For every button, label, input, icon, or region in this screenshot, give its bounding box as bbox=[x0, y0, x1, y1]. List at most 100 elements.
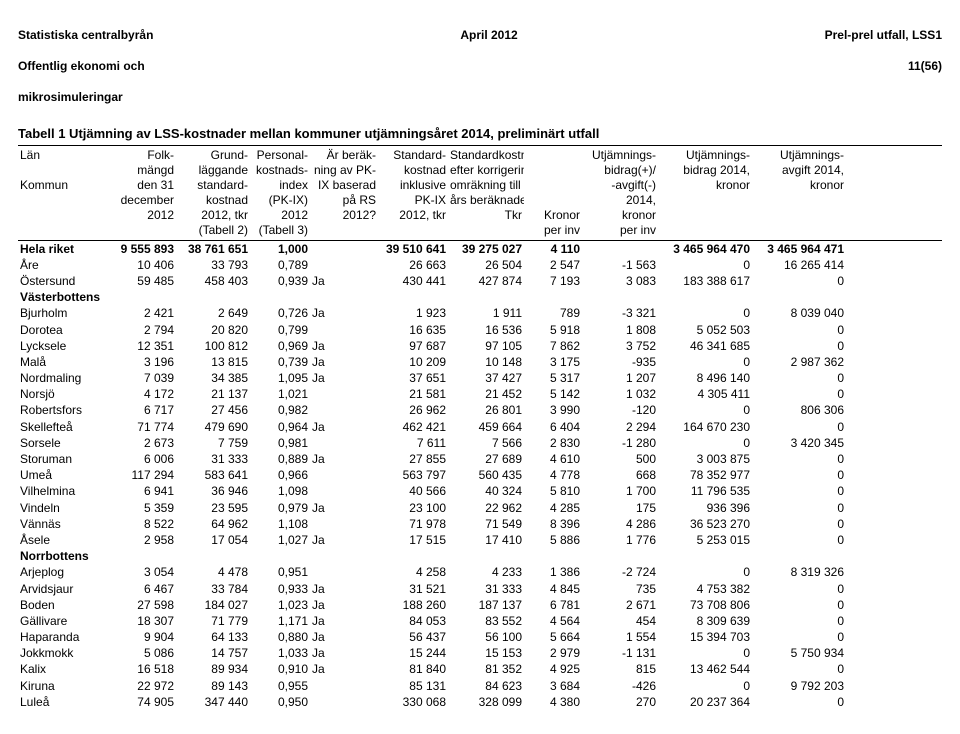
empty-cell bbox=[378, 548, 448, 564]
cell: 7 862 bbox=[524, 338, 582, 354]
header-right: Prel-prel utfall, LSS1 11(56) bbox=[825, 12, 942, 106]
header-cell: kronor bbox=[582, 208, 658, 223]
cell: Östersund bbox=[18, 273, 110, 289]
cell: Ja bbox=[310, 419, 378, 435]
header-cell: Utjämnings- bbox=[582, 148, 658, 163]
cell: 806 306 bbox=[752, 402, 846, 418]
header-cell: (Tabell 3) bbox=[250, 223, 310, 238]
empty-cell bbox=[582, 548, 658, 564]
cell: Ja bbox=[310, 661, 378, 677]
cell: 26 801 bbox=[448, 402, 524, 418]
cell: Ja bbox=[310, 645, 378, 661]
header-cell: Folk- bbox=[110, 148, 176, 163]
cell: 3 752 bbox=[582, 338, 658, 354]
cell: 3 003 875 bbox=[658, 451, 752, 467]
cell: 5 810 bbox=[524, 483, 582, 499]
table-row: Arjeplog3 0544 4780,9514 2584 2331 386-2… bbox=[18, 564, 942, 580]
cell: Ja bbox=[310, 532, 378, 548]
cell: 328 099 bbox=[448, 694, 524, 710]
empty-cell bbox=[378, 289, 448, 305]
cell: Robertsfors bbox=[18, 402, 110, 418]
empty-cell bbox=[524, 289, 582, 305]
cell bbox=[310, 467, 378, 483]
header-cell: kronor bbox=[752, 178, 846, 193]
header-cell bbox=[110, 223, 176, 238]
cell: 4 564 bbox=[524, 613, 582, 629]
cell: 27 598 bbox=[110, 597, 176, 613]
cell bbox=[310, 483, 378, 499]
cell bbox=[310, 402, 378, 418]
cell: 2 547 bbox=[524, 257, 582, 273]
cell: 458 403 bbox=[176, 273, 250, 289]
cell: 46 341 685 bbox=[658, 338, 752, 354]
cell: 15 153 bbox=[448, 645, 524, 661]
cell: Storuman bbox=[18, 451, 110, 467]
cell: 0,939 bbox=[250, 273, 310, 289]
cell: Sorsele bbox=[18, 435, 110, 451]
cell: 164 670 230 bbox=[658, 419, 752, 435]
cell: 583 641 bbox=[176, 467, 250, 483]
empty-cell bbox=[250, 289, 310, 305]
cell: 64 133 bbox=[176, 629, 250, 645]
cell: 6 006 bbox=[110, 451, 176, 467]
cell: 59 485 bbox=[110, 273, 176, 289]
cell: 40 324 bbox=[448, 483, 524, 499]
header-cell: Kommun bbox=[18, 178, 110, 193]
header-cell: PK-IX bbox=[378, 193, 448, 208]
header-cell: Utjämnings- bbox=[752, 148, 846, 163]
empty-cell bbox=[752, 548, 846, 564]
cell: 74 905 bbox=[110, 694, 176, 710]
header-cell: 2014, bbox=[582, 193, 658, 208]
empty-cell bbox=[448, 548, 524, 564]
cell bbox=[310, 564, 378, 580]
cell: 17 410 bbox=[448, 532, 524, 548]
cell: 23 100 bbox=[378, 500, 448, 516]
header-cell: Är beräk- bbox=[310, 148, 378, 163]
cell: 1 911 bbox=[448, 305, 524, 321]
cell: 2 673 bbox=[110, 435, 176, 451]
empty-cell bbox=[524, 548, 582, 564]
cell: 4 233 bbox=[448, 564, 524, 580]
group-row: Norrbottens bbox=[18, 548, 942, 564]
cell: Ja bbox=[310, 273, 378, 289]
cell: 8 396 bbox=[524, 516, 582, 532]
header-cell bbox=[524, 148, 582, 163]
cell: 13 815 bbox=[176, 354, 250, 370]
cell: 4 380 bbox=[524, 694, 582, 710]
header-cell: kronor bbox=[658, 178, 752, 193]
header-cell bbox=[658, 193, 752, 208]
cell: 0,789 bbox=[250, 257, 310, 273]
header-cell: december bbox=[110, 193, 176, 208]
page-header: Statistiska centralbyrån Offentlig ekono… bbox=[18, 12, 942, 106]
hdr-center: April 2012 bbox=[460, 28, 517, 42]
cell: 0 bbox=[658, 678, 752, 694]
header-cell: läggande bbox=[176, 163, 250, 178]
cell: 4 478 bbox=[176, 564, 250, 580]
cell: Dorotea bbox=[18, 322, 110, 338]
cell: 7 193 bbox=[524, 273, 582, 289]
cell: 0 bbox=[752, 483, 846, 499]
empty-cell bbox=[176, 548, 250, 564]
cell: 56 437 bbox=[378, 629, 448, 645]
cell: 0 bbox=[658, 257, 752, 273]
cell: 4 172 bbox=[110, 386, 176, 402]
cell: 3 465 964 470 bbox=[658, 241, 752, 257]
column-headers: LänFolk-Grund-Personal-Är beräk-Standard… bbox=[18, 145, 942, 241]
cell: 7 039 bbox=[110, 370, 176, 386]
header-cell: 2012, tkr bbox=[378, 208, 448, 223]
cell: 5 918 bbox=[524, 322, 582, 338]
cell: 15 394 703 bbox=[658, 629, 752, 645]
cell: 8 309 639 bbox=[658, 613, 752, 629]
cell: 0 bbox=[752, 386, 846, 402]
cell: 6 717 bbox=[110, 402, 176, 418]
cell: 0 bbox=[752, 451, 846, 467]
table-row: Bjurholm2 4212 6490,726Ja1 9231 911789-3… bbox=[18, 305, 942, 321]
header-cell: Personal- bbox=[250, 148, 310, 163]
table-row: Boden27 598184 0271,023Ja188 260187 1376… bbox=[18, 597, 942, 613]
header-center: April 2012 bbox=[153, 12, 824, 106]
group-row: Västerbottens bbox=[18, 289, 942, 305]
cell: 815 bbox=[582, 661, 658, 677]
cell: Kalix bbox=[18, 661, 110, 677]
empty-cell bbox=[110, 289, 176, 305]
cell: 7 759 bbox=[176, 435, 250, 451]
